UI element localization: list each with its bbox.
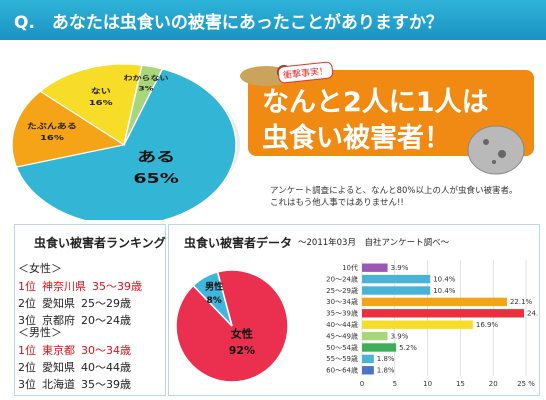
survey-note-line-2: これはもう他人事ではありません!!	[270, 198, 404, 208]
x-tick-label: 5	[393, 380, 397, 388]
gender-value-0: 92%	[229, 344, 255, 357]
age-bar	[362, 366, 374, 375]
x-tick-label: 15	[456, 380, 465, 388]
answer-slice-1	[11, 90, 126, 168]
header-banner	[0, 0, 546, 40]
x-tick-label: 25 %	[517, 380, 535, 388]
category-label: 25～29歳	[326, 286, 358, 295]
bar-value-label: 3.9%	[391, 264, 409, 272]
ranking-age: 35～39歳	[81, 378, 131, 391]
gender-slice-1	[192, 270, 233, 327]
answer-label-1: たぶんある	[27, 122, 77, 131]
ranking-place: 東京都	[42, 344, 75, 357]
age-bar	[362, 354, 374, 364]
ranking-row: 2位 愛知県 40～44歳	[18, 359, 131, 375]
bar-value-label: 1.8%	[377, 367, 395, 375]
data-subtitle: ～2011年03月 自社アンケート調べ～	[298, 238, 450, 248]
category-label: 20～24歳	[326, 274, 358, 283]
ranking-title: 虫食い被害者ランキング	[34, 236, 166, 250]
bar-value-label: 5.2%	[399, 344, 417, 352]
ranking-age: 35～39歳	[92, 280, 142, 293]
bar-value-label: 16.9%	[476, 321, 499, 329]
category-label: 50～54歳	[326, 343, 358, 352]
ranking-row: 3位 京都府 20～24歳	[18, 312, 131, 328]
category-label: 55～59歳	[326, 354, 358, 363]
age-bar	[362, 331, 388, 341]
age-bar	[362, 274, 431, 284]
x-tick-label: 0	[360, 380, 364, 388]
data-title: 虫食い被害者データ	[184, 236, 293, 250]
ranking-age: 30～34歳	[81, 344, 131, 357]
x-tick-label: 10	[423, 380, 432, 388]
survey-note-line-1: アンケート調査によると、なんと80%以上の人が虫食い被害者。	[270, 186, 518, 196]
gender-pie-chart: 女性 92% 男性 8%	[175, 269, 289, 383]
survey-note: アンケート調査によると、なんと80%以上の人が虫食い被害者。 これはもう他人事で…	[270, 185, 540, 209]
x-tick-label: 20	[489, 380, 498, 388]
ranking-rank: 2位	[18, 361, 36, 374]
ranking-rank: 1位	[18, 344, 36, 357]
ranking-panel	[14, 224, 166, 396]
ranking-rank: 1位	[18, 280, 36, 293]
male-heading: ＜男性＞	[18, 326, 62, 339]
bar-value-label: 1.8%	[377, 355, 395, 363]
ranking-place: 愛知県	[42, 297, 75, 310]
age-bar	[362, 343, 397, 352]
ranking-row: 1位 神奈川県 35～39歳	[18, 278, 142, 294]
answer-value-2: 16%	[89, 99, 113, 107]
ranking-place: 北海道	[42, 378, 75, 391]
category-label: 45～49歳	[326, 331, 358, 340]
answer-label-3: わからない	[124, 74, 169, 81]
bar-value-label: 10.4%	[433, 287, 456, 295]
answer-pie-chart: ある 65% たぶんある 16% ない 16% わからない 3%	[11, 63, 240, 220]
ranking-place: 京都府	[42, 314, 75, 327]
bar-value-label: 3.9%	[391, 332, 409, 340]
ranking-rank: 3位	[18, 378, 36, 391]
ranking-row: 1位 東京都 30～34歳	[18, 342, 131, 358]
bar-value-label: 10.4%	[433, 275, 456, 283]
ranking-rank: 2位	[18, 297, 36, 310]
female-heading: ＜女性＞	[18, 262, 62, 275]
age-bar	[362, 297, 507, 307]
age-bar	[362, 263, 388, 272]
ranking-row: 2位 愛知県 25～29歳	[18, 295, 131, 311]
answer-label-2: ない	[91, 87, 111, 96]
category-label: 10代	[342, 263, 358, 272]
gender-label-0: 女性	[231, 327, 253, 341]
answer-value-1: 16%	[40, 134, 64, 142]
answer-slice-2	[39, 63, 143, 146]
ranking-age: 40～44歳	[81, 361, 131, 374]
category-label: 60～64歳	[326, 366, 358, 375]
answer-label-0: ある	[137, 149, 175, 165]
answer-slice-0	[15, 68, 237, 220]
age-bar	[362, 309, 525, 318]
age-bar	[362, 286, 431, 295]
ranking-place: 神奈川県	[42, 280, 86, 293]
headline-line-1: なんと2人に1人は	[262, 87, 489, 118]
bar-value-label: 22.1%	[510, 298, 533, 306]
age-bar	[362, 320, 473, 329]
damaged-fabric-icon	[467, 125, 525, 175]
bar-value-label: 24.7%	[527, 310, 538, 318]
headline-line-2: 虫食い被害者！	[262, 123, 451, 154]
ranking-age: 20～24歳	[81, 314, 131, 327]
ranking-row: 3位 北海道 35～39歳	[18, 376, 131, 392]
answer-slice-3	[123, 64, 164, 145]
gender-label-1: 男性	[205, 280, 223, 292]
category-label: 30～34歳	[326, 297, 358, 306]
ranking-age: 25～29歳	[81, 297, 131, 310]
question-title: Q. あなたは虫食いの被害にあったことがありますか？	[14, 13, 443, 33]
answer-value-3: 3%	[138, 85, 153, 92]
age-bar-chart: 0 5 10 15 20 25 % 10代 3.9% 20～24歳 10.4% 25～29歳 10.4…	[326, 260, 538, 388]
gender-value-1: 8%	[206, 296, 221, 306]
ranking-rank: 3位	[18, 314, 36, 327]
category-label: 35～39歳	[326, 309, 358, 318]
ranking-place: 愛知県	[42, 361, 75, 374]
category-label: 40～44歳	[326, 320, 358, 329]
answer-value-0: 65%	[133, 171, 179, 187]
